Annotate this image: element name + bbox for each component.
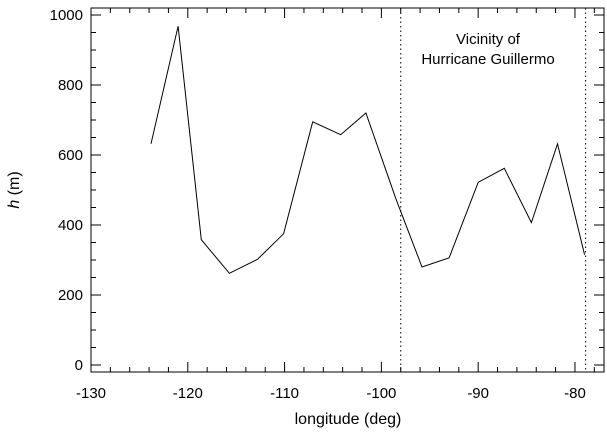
x-tick-label: -110	[270, 385, 299, 402]
x-tick-label: -80	[564, 385, 586, 402]
x-axis-title: longitude (deg)	[295, 411, 402, 428]
x-tick-label: -120	[173, 385, 203, 402]
axis-ticks	[90, 8, 604, 372]
annotation-line-1: Vicinity of	[456, 31, 521, 48]
annotation-line-2: Hurricane Guillermo	[421, 51, 554, 68]
y-axis-unit: (m)	[6, 171, 23, 199]
x-tick-label: -130	[76, 385, 106, 402]
tick-labels: -130 -120 -110 -100 -90 -80 0 200 400 600 800 1000	[50, 7, 586, 402]
y-tick-label: 600	[58, 147, 83, 164]
data-series-line	[150, 26, 586, 274]
y-tick-label: 400	[58, 217, 83, 234]
y-axis-symbol: h	[6, 200, 23, 209]
y-tick-label: 0	[75, 357, 83, 374]
y-tick-label: 200	[58, 287, 83, 304]
x-tick-label: -90	[467, 385, 489, 402]
y-axis-title: h (m)	[6, 171, 23, 208]
y-tick-label: 1000	[50, 7, 83, 24]
x-tick-label: -100	[366, 385, 396, 402]
y-tick-label: 800	[58, 77, 83, 94]
